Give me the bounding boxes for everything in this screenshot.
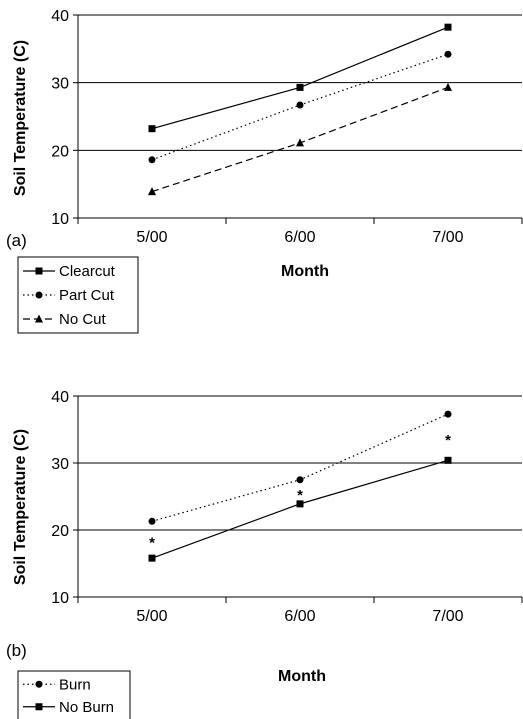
- legend-marker: [35, 680, 43, 688]
- y-axis-title: Soil Temperature (C): [12, 429, 29, 585]
- panel-label: (a): [6, 231, 27, 250]
- x-tick-label: 6/00: [284, 229, 315, 246]
- y-axis-title-text: Soil Temperature (C): [12, 429, 29, 585]
- legend-label: No Cut: [59, 311, 107, 328]
- y-tick-label: 30: [51, 76, 69, 93]
- x-tick-label: 7/00: [432, 229, 463, 246]
- legend-item: Clearcut: [23, 263, 116, 280]
- legend-item: No Cut: [23, 311, 107, 328]
- panel-label: (b): [6, 641, 27, 660]
- data-point: [148, 554, 156, 562]
- plot-area: 10 20 30 40 5/00 6/00 7/00 * * *: [51, 389, 523, 625]
- x-tick-label: 5/00: [136, 229, 167, 246]
- legend-item: Burn: [23, 676, 91, 693]
- data-point: [148, 125, 156, 133]
- x-axis-title: Month: [281, 263, 329, 280]
- significance-marker: *: [149, 535, 155, 552]
- series-no-burn: [148, 456, 452, 562]
- legend-marker: [35, 267, 43, 275]
- data-point: [296, 83, 304, 91]
- legend-label: Clearcut: [59, 263, 116, 280]
- data-point: [444, 410, 452, 418]
- legend-item: Part Cut: [23, 287, 115, 304]
- data-point: [444, 50, 452, 58]
- plot-area: 10 20 30 40 5/00 6/00 7/00: [51, 8, 523, 246]
- legend-box: [17, 670, 131, 719]
- legend: Burn No Burn: [17, 670, 131, 719]
- series-line: [151, 26, 449, 130]
- x-tick-label: 7/00: [432, 608, 463, 625]
- legend-marker: [35, 314, 43, 323]
- y-tick-label: 20: [51, 143, 69, 160]
- legend-item: No Burn: [23, 699, 114, 716]
- data-point: [444, 23, 452, 31]
- x-axis-title: Month: [278, 668, 326, 685]
- significance-marker: *: [445, 432, 451, 449]
- y-tick-label: 30: [51, 456, 69, 473]
- legend-label: Part Cut: [59, 287, 115, 304]
- series-no-cut: [148, 82, 452, 196]
- chart-panel-b: Soil Temperature (C) Month (b) 10 20 30 40 5…: [6, 389, 523, 719]
- legend-marker: [35, 291, 43, 299]
- data-point: [296, 138, 304, 147]
- legend-label: Burn: [59, 676, 91, 693]
- significance-marker: *: [297, 487, 303, 504]
- data-point: [444, 82, 452, 91]
- y-axis-title: Soil Temperature (C): [12, 40, 29, 196]
- y-tick-label: 40: [51, 389, 69, 406]
- data-point: [296, 476, 304, 484]
- data-point: [148, 156, 156, 164]
- y-tick-label: 10: [51, 590, 69, 607]
- series-clearcut: [148, 23, 452, 133]
- y-tick-label: 40: [51, 8, 69, 25]
- data-point: [148, 187, 156, 196]
- series-burn: [148, 410, 452, 525]
- data-point: [148, 517, 156, 525]
- x-tick-label: 6/00: [284, 608, 315, 625]
- y-tick-label: 20: [51, 523, 69, 540]
- chart-panel-a: Soil Temperature (C) Month (a) 10 20 30 40 5…: [6, 8, 523, 334]
- legend: Clearcut Part Cut No Cut: [17, 256, 139, 334]
- legend-marker: [35, 703, 43, 711]
- y-axis-title-text: Soil Temperature (C): [12, 40, 29, 196]
- legend-label: No Burn: [59, 699, 114, 716]
- data-point: [444, 456, 452, 464]
- x-tick-label: 5/00: [136, 608, 167, 625]
- series-part-cut: [148, 50, 452, 164]
- data-point: [296, 101, 304, 109]
- y-tick-label: 10: [51, 211, 69, 228]
- data-point: [296, 500, 304, 508]
